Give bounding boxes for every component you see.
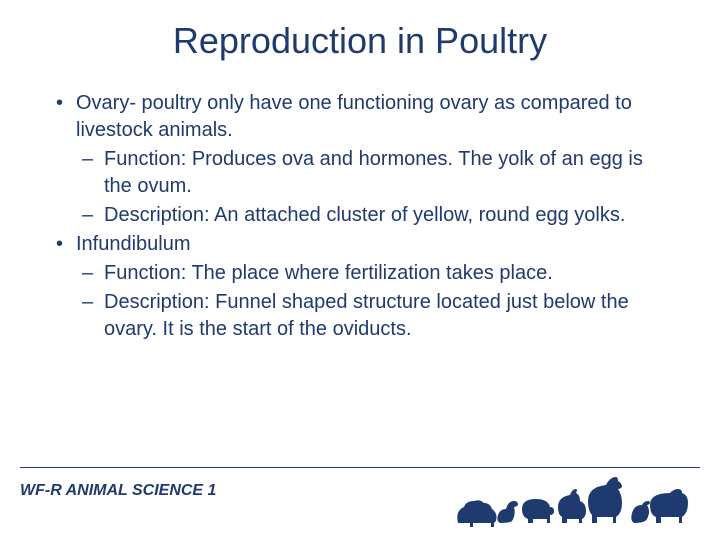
animal-silhouettes-icon: [450, 475, 700, 530]
sub-item: Function: The place where fertilization …: [76, 260, 670, 287]
bullet-list: Ovary- poultry only have one functioning…: [50, 90, 670, 343]
sub-item: Description: An attached cluster of yell…: [76, 202, 670, 229]
list-item: Infundibulum Function: The place where f…: [50, 231, 670, 343]
bullet-text: Infundibulum: [76, 233, 191, 255]
footer-text: WF-R ANIMAL SCIENCE 1: [20, 482, 216, 500]
sub-list: Function: The place where fertilization …: [76, 260, 670, 343]
sub-item: Function: Produces ova and hormones. The…: [76, 146, 670, 200]
silhouette-group: [457, 477, 688, 527]
slide: Reproduction in Poultry Ovary- poultry o…: [0, 0, 720, 540]
slide-title: Reproduction in Poultry: [0, 20, 720, 62]
sub-list: Function: Produces ova and hormones. The…: [76, 146, 670, 229]
footer-divider: [20, 467, 700, 468]
list-item: Ovary- poultry only have one functioning…: [50, 90, 670, 229]
bullet-text: Ovary- poultry only have one functioning…: [76, 92, 632, 141]
sub-item: Description: Funnel shaped structure loc…: [76, 289, 670, 343]
slide-content: Ovary- poultry only have one functioning…: [0, 90, 720, 343]
